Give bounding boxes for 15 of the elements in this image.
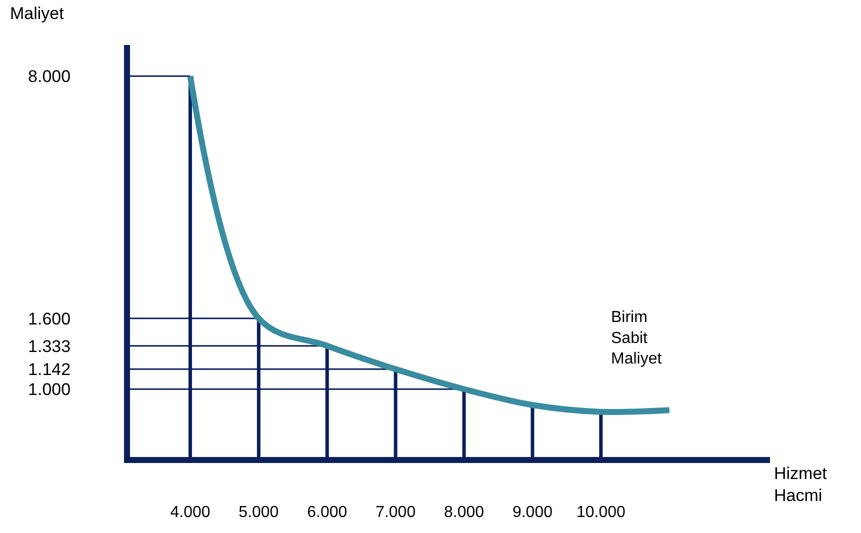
x-tick-label: 9.000 (512, 504, 553, 522)
x-tick-label: 8.000 (444, 504, 484, 522)
x-tick-label: 4.000 (170, 504, 210, 522)
y-tick-label: 1.142 (28, 360, 71, 380)
y-tick-label: 1.333 (28, 336, 71, 356)
y-tick-label: 1.000 (28, 380, 71, 400)
x-tick-label: 5.000 (238, 504, 279, 522)
y-tick-label: 1.600 (28, 309, 71, 328)
x-tick-label: 7.000 (376, 504, 416, 522)
text: Maliyet (10, 4, 64, 23)
x-axis-title: Hizmet Hacmi (774, 464, 828, 506)
x-tick-label: 10.000 (576, 504, 626, 522)
text: Birim Sabit Maliyet (611, 309, 662, 368)
x-tick-label: 6.000 (307, 504, 348, 522)
y-tick-label: 8.000 (28, 67, 71, 86)
